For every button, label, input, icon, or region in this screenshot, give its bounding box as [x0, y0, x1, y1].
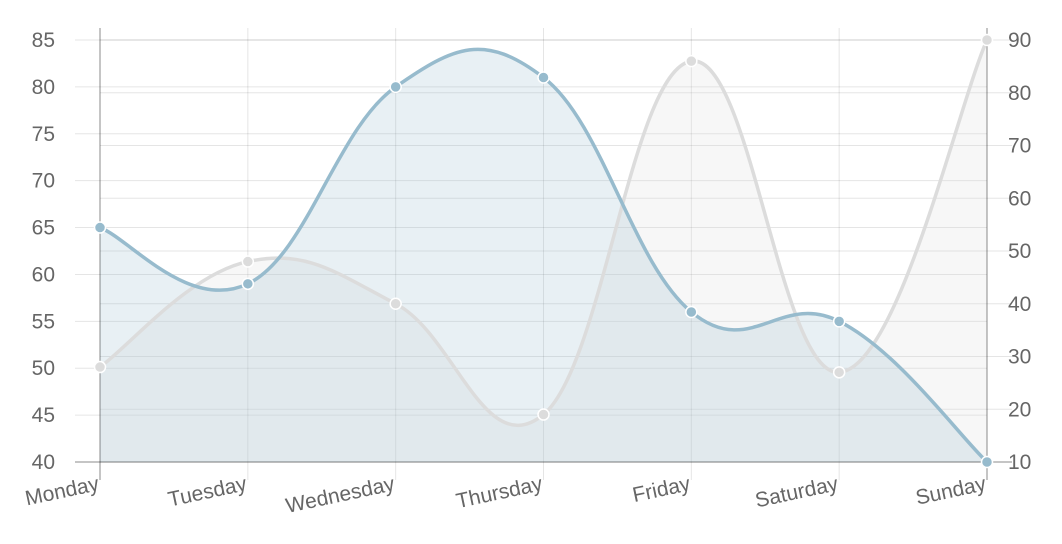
x-axis-ticks: Monday Tuesday Wednesday Thursday Friday Satu… — [23, 472, 988, 518]
series-0-point — [93, 221, 107, 234]
series-fills — [100, 40, 987, 462]
x-tick-label: Friday — [631, 472, 693, 507]
y-left-tick-label: 70 — [32, 170, 55, 193]
series-0-point — [832, 315, 846, 328]
x-tick-label: Tuesday — [166, 472, 249, 511]
series-1-point — [241, 255, 255, 268]
series-1-point — [685, 54, 698, 68]
series-1-area — [100, 40, 987, 462]
series-1-point — [389, 297, 402, 310]
y-right-tick-label: 60 — [1008, 187, 1031, 210]
x-tick-label: Sunday — [914, 472, 989, 509]
y-right-tick-label: 50 — [1008, 240, 1031, 263]
y-right-tick-label: 30 — [1008, 346, 1031, 369]
series-1-point — [93, 360, 107, 374]
y-left-tick-label: 75 — [32, 123, 55, 146]
y-axis-right-ticks: 10 20 30 40 50 60 70 80 90 — [1008, 29, 1031, 474]
y-left-tick-label: 80 — [32, 76, 55, 99]
y-left-tick-label: 55 — [32, 310, 55, 333]
y-right-tick-label: 10 — [1008, 451, 1031, 474]
x-tick-label: Monday — [23, 472, 101, 510]
series-0-point — [389, 80, 402, 94]
y-left-tick-label: 50 — [32, 357, 55, 380]
y-right-tick-label: 70 — [1008, 135, 1031, 158]
y-left-tick-label: 65 — [32, 217, 55, 240]
series-0-area — [100, 49, 987, 462]
series-1-line — [98, 39, 989, 427]
grid-y — [75, 39, 1012, 463]
series-1-point — [537, 408, 550, 421]
y-left-tick-label: 60 — [32, 263, 55, 286]
x-tick-label: Saturday — [753, 472, 840, 512]
y-right-tick-label: 20 — [1008, 398, 1031, 421]
y-right-tick-label: 90 — [1008, 29, 1031, 52]
series-0-point — [980, 455, 994, 469]
series-0-point — [537, 71, 550, 84]
y-left-tick-label: 45 — [32, 404, 55, 427]
series-1-point — [980, 33, 994, 47]
y-left-tick-label: 40 — [32, 451, 55, 474]
grid-x — [99, 28, 988, 480]
series-0-point — [241, 277, 255, 291]
y-left-tick-label: 85 — [32, 29, 55, 52]
x-tick-label: Thursday — [454, 472, 545, 513]
axes — [75, 28, 1012, 480]
series-1-point — [832, 366, 846, 379]
series-0-point — [685, 305, 698, 319]
x-tick-label: Wednesday — [284, 472, 397, 518]
y-right-tick-label: 40 — [1008, 293, 1031, 316]
series-points — [93, 33, 994, 469]
y-axis-left-ticks: 40 45 50 55 60 65 70 75 80 85 — [32, 29, 55, 474]
y-right-tick-label: 80 — [1008, 82, 1031, 105]
